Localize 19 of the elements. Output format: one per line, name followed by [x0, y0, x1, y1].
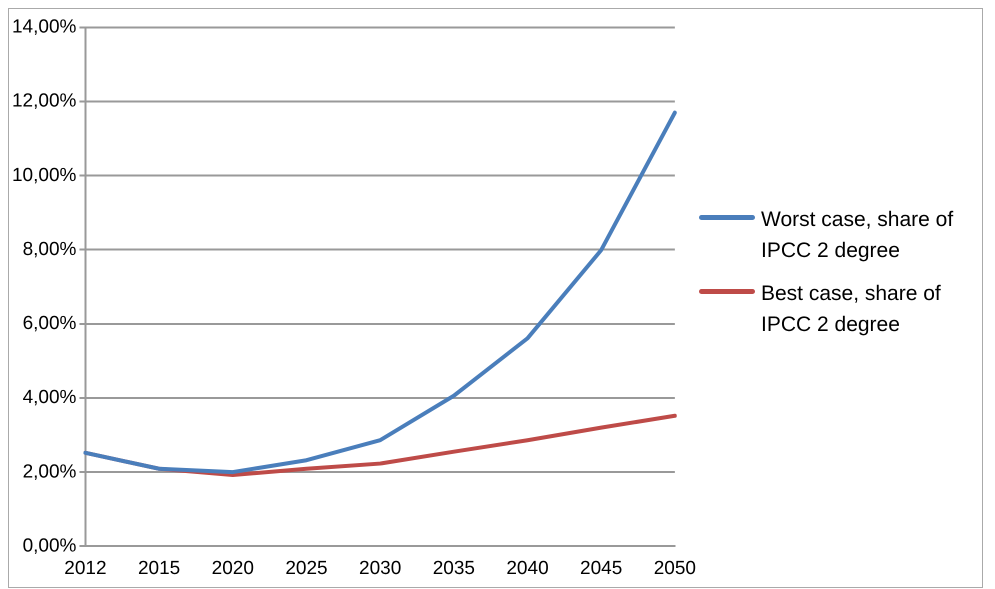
- y-tick-label: 0,00%: [22, 535, 77, 556]
- x-tick-label: 2040: [506, 558, 549, 579]
- legend-label: Best case, share of IPCC 2 degree: [761, 281, 942, 338]
- y-tick-label: 6,00%: [22, 313, 77, 334]
- y-tick-label: 10,00%: [12, 164, 77, 186]
- y-tick-label: 8,00%: [22, 238, 77, 260]
- x-tick-label: 2012: [64, 558, 107, 579]
- y-tick-label: 12,00%: [12, 90, 77, 112]
- x-tick-label: 2030: [359, 558, 402, 579]
- x-tick-label: 2035: [432, 558, 475, 579]
- y-tick-label: 14,00%: [12, 16, 77, 38]
- legend-label: Worst case, share of IPCC 2 degree: [761, 207, 954, 264]
- x-tick-label: 2025: [285, 558, 328, 579]
- x-tick-label: 2050: [654, 558, 696, 579]
- y-tick-label: 2,00%: [22, 461, 77, 482]
- x-tick-label: 2020: [212, 558, 254, 579]
- x-tick-label: 2015: [138, 558, 180, 579]
- y-tick-label: 4,00%: [22, 387, 77, 408]
- x-tick-label: 2045: [580, 558, 622, 579]
